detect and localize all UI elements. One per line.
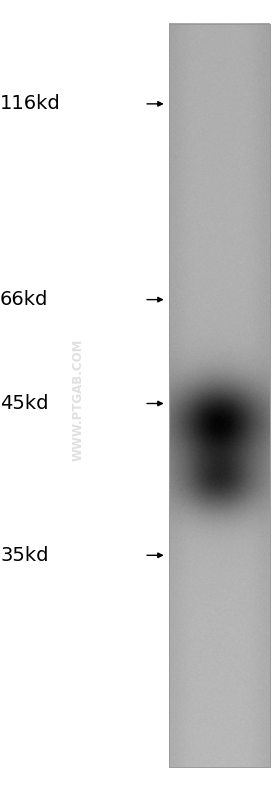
Text: 116kd: 116kd <box>0 94 61 113</box>
Text: 45kd: 45kd <box>0 394 48 413</box>
Text: WWW.PTGAB.COM: WWW.PTGAB.COM <box>72 338 85 461</box>
Text: 35kd: 35kd <box>0 546 48 565</box>
Bar <box>169 24 270 767</box>
Text: 66kd: 66kd <box>0 290 48 309</box>
